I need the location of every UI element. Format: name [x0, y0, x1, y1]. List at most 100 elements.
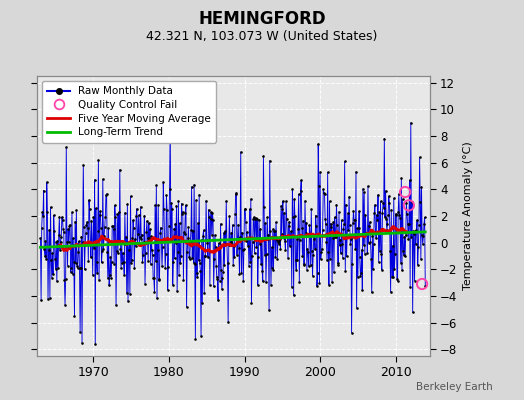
Point	[63, 238, 71, 245]
Point	[224, 318, 232, 325]
Point	[363, 230, 371, 236]
Point	[70, 259, 78, 265]
Point	[108, 223, 117, 229]
Point	[113, 211, 122, 217]
Point	[60, 228, 68, 235]
Point	[340, 221, 348, 227]
Point	[258, 268, 266, 274]
Point	[89, 214, 97, 220]
Point	[93, 270, 101, 276]
Point	[254, 254, 263, 260]
Point	[196, 268, 205, 274]
Point	[350, 208, 358, 214]
Point	[177, 200, 185, 207]
Point	[78, 340, 86, 346]
Point	[267, 282, 275, 288]
Point	[236, 149, 245, 155]
Point	[158, 263, 166, 270]
Point	[266, 157, 274, 164]
Point	[155, 276, 163, 282]
Point	[409, 228, 418, 234]
Point	[82, 230, 90, 236]
Point	[72, 207, 81, 214]
Point	[242, 238, 250, 244]
Point	[291, 257, 300, 263]
Point	[264, 232, 272, 238]
Point	[416, 154, 424, 160]
Point	[399, 248, 408, 254]
Point	[41, 238, 50, 245]
Point	[402, 200, 411, 206]
Point	[263, 214, 271, 220]
Point	[275, 237, 283, 244]
Point	[166, 186, 174, 192]
Point	[145, 234, 154, 241]
Point	[58, 214, 66, 220]
Y-axis label: Temperature Anomaly (°C): Temperature Anomaly (°C)	[463, 142, 473, 290]
Point	[213, 274, 221, 281]
Point	[355, 208, 363, 214]
Point	[45, 247, 53, 253]
Point	[248, 253, 256, 259]
Point	[75, 238, 83, 245]
Point	[361, 250, 369, 257]
Point	[71, 218, 79, 225]
Point	[107, 275, 115, 281]
Point	[390, 266, 399, 272]
Point	[274, 239, 282, 246]
Point	[331, 234, 340, 240]
Point	[177, 253, 185, 259]
Point	[101, 214, 110, 220]
Point	[125, 239, 134, 246]
Point	[219, 275, 227, 282]
Point	[412, 241, 420, 247]
Point	[347, 330, 356, 336]
Point	[288, 186, 297, 192]
Point	[315, 280, 324, 287]
Point	[394, 209, 402, 215]
Point	[142, 228, 150, 235]
Point	[374, 192, 382, 198]
Point	[97, 259, 106, 266]
Point	[56, 246, 64, 253]
Point	[159, 179, 168, 186]
Point	[114, 250, 122, 256]
Point	[386, 248, 394, 255]
Point	[368, 232, 377, 239]
Point	[300, 261, 308, 268]
Point	[57, 234, 66, 240]
Point	[303, 266, 311, 273]
Point	[297, 188, 305, 194]
Point	[256, 226, 265, 232]
Point	[167, 200, 176, 206]
Point	[373, 216, 381, 223]
Point	[150, 288, 159, 295]
Point	[117, 265, 125, 272]
Point	[383, 221, 391, 227]
Point	[49, 271, 57, 278]
Point	[61, 302, 69, 308]
Point	[409, 309, 417, 316]
Point	[252, 244, 260, 250]
Point	[63, 262, 72, 269]
Point	[310, 235, 319, 242]
Point	[303, 246, 312, 252]
Point	[281, 238, 289, 244]
Point	[279, 234, 288, 241]
Point	[150, 275, 158, 282]
Point	[250, 250, 259, 257]
Point	[394, 278, 402, 284]
Point	[245, 206, 254, 212]
Point	[331, 214, 339, 220]
Point	[175, 272, 183, 278]
Point	[333, 222, 341, 228]
Point	[260, 204, 268, 210]
Point	[403, 221, 412, 227]
Point	[82, 222, 91, 228]
Point	[397, 260, 405, 266]
Point	[39, 187, 48, 194]
Point	[239, 246, 248, 252]
Point	[388, 242, 397, 249]
Point	[241, 206, 249, 213]
Point	[143, 218, 151, 224]
